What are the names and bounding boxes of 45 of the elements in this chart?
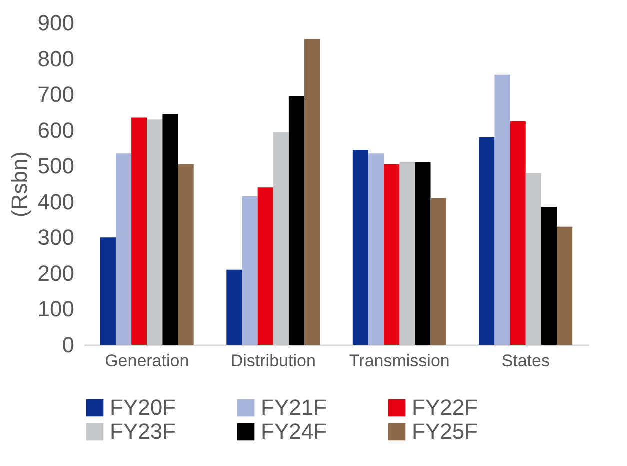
legend-label: FY24F [261,419,328,444]
bar [132,118,148,345]
y-tick-label: 100 [38,296,74,322]
bar [400,162,416,345]
bar [384,164,400,345]
legend-label: FY21F [261,395,328,420]
legend-label: FY20F [110,395,176,420]
bar [368,154,384,345]
y-tick-label: 500 [38,154,74,179]
y-axis-title: (Rsbn) [6,151,32,218]
bar [116,154,132,345]
x-tick-label: Distribution [230,352,316,370]
legend-label: FY23F [110,419,176,444]
y-tick-label: 900 [38,10,74,36]
bar [479,137,495,345]
bar [100,238,116,345]
y-tick-label: 700 [38,82,74,108]
x-tick-label: Generation [105,352,190,370]
y-tick-label: 200 [38,260,74,286]
bar [352,150,368,345]
bar [430,198,446,345]
bar [258,188,274,345]
bar [494,74,510,345]
x-tick-label: States [502,352,550,370]
bar [541,207,558,345]
bar [226,270,242,345]
bar [304,39,320,345]
bar [273,132,289,345]
bar [415,162,431,345]
bar [557,226,573,345]
y-tick-label: 0 [62,332,74,358]
bar [147,120,163,345]
y-tick-label: 600 [38,118,74,143]
y-tick-label: 300 [38,225,74,250]
bar [510,121,526,345]
y-tick-label: 800 [38,46,74,72]
x-tick-label: Transmission [349,352,450,370]
bar [178,164,194,345]
bar [242,196,258,345]
legend-label: FY22F [412,395,478,420]
legend-label: FY25F [412,419,478,444]
bar [288,96,305,345]
bar [526,173,542,345]
bar [162,114,178,345]
y-tick-label: 400 [38,189,74,214]
